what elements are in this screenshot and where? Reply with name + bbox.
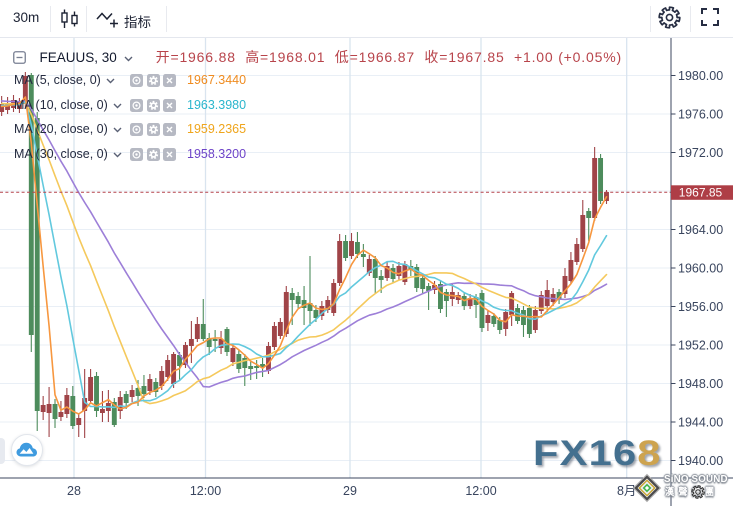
svg-text:1956.00: 1956.00 xyxy=(678,300,723,314)
svg-text:28: 28 xyxy=(67,484,81,498)
svg-text:1944.00: 1944.00 xyxy=(678,415,723,429)
svg-text:12:00: 12:00 xyxy=(465,484,496,498)
svg-text:29: 29 xyxy=(343,484,357,498)
svg-text:8月: 8月 xyxy=(617,484,636,498)
svg-text:1964.00: 1964.00 xyxy=(678,223,723,237)
svg-text:1948.00: 1948.00 xyxy=(678,377,723,391)
svg-text:1940.00: 1940.00 xyxy=(678,454,723,468)
svg-text:1972.00: 1972.00 xyxy=(678,146,723,160)
svg-text:1980.00: 1980.00 xyxy=(678,69,723,83)
svg-text:1976.00: 1976.00 xyxy=(678,107,723,121)
svg-text:1967.85: 1967.85 xyxy=(679,185,723,199)
svg-text:1952.00: 1952.00 xyxy=(678,338,723,352)
svg-text:1960.00: 1960.00 xyxy=(678,261,723,275)
svg-text:12:00: 12:00 xyxy=(190,484,221,498)
